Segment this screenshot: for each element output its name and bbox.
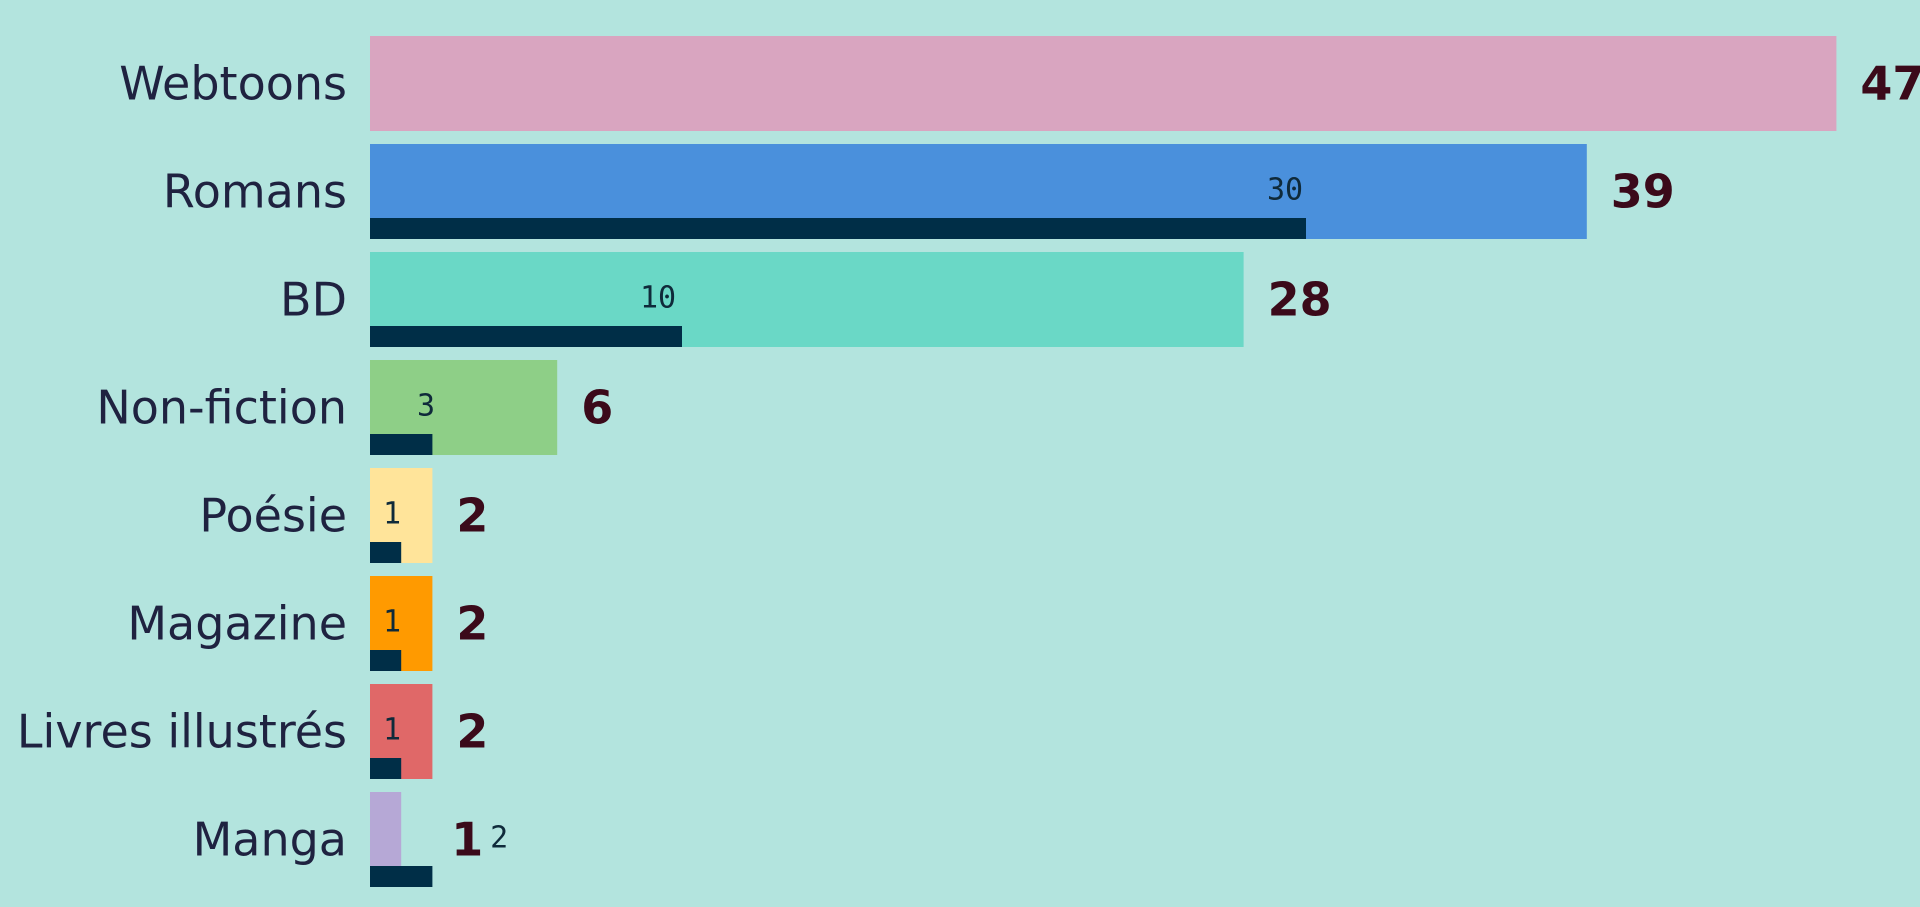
total-value-label: 39	[1611, 165, 1675, 219]
inner-value-label: 30	[1267, 173, 1303, 208]
category-label: Romans	[163, 165, 347, 219]
secondary-bar	[370, 218, 1306, 239]
inner-value-label: 1	[383, 497, 401, 532]
total-value-label: 28	[1268, 273, 1332, 327]
inner-value-label: 10	[640, 281, 676, 316]
secondary-bar	[370, 542, 402, 563]
total-value-label: 2	[456, 705, 488, 759]
inner-value-label: 2	[490, 821, 508, 856]
category-label: Livres illustrés	[17, 705, 347, 759]
secondary-bar	[370, 434, 433, 455]
total-value-label: 1	[451, 813, 483, 867]
category-label: Manga	[193, 813, 347, 867]
bar	[370, 36, 1837, 131]
inner-value-label: 3	[417, 389, 435, 424]
total-value-label: 2	[456, 489, 488, 543]
category-label: Webtoons	[119, 57, 347, 111]
inner-value-label: 1	[383, 713, 401, 748]
category-label: Non-fiction	[96, 381, 347, 435]
secondary-bar	[370, 758, 402, 779]
total-value-label: 6	[581, 381, 613, 435]
secondary-bar	[370, 326, 682, 347]
category-label: Poésie	[199, 489, 347, 543]
secondary-bar	[370, 650, 402, 671]
total-value-label: 47	[1860, 57, 1920, 111]
category-label: Magazine	[127, 597, 347, 651]
category-label: BD	[280, 273, 347, 327]
secondary-bar	[370, 866, 433, 887]
inner-value-label: 1	[383, 605, 401, 640]
total-value-label: 2	[456, 597, 488, 651]
